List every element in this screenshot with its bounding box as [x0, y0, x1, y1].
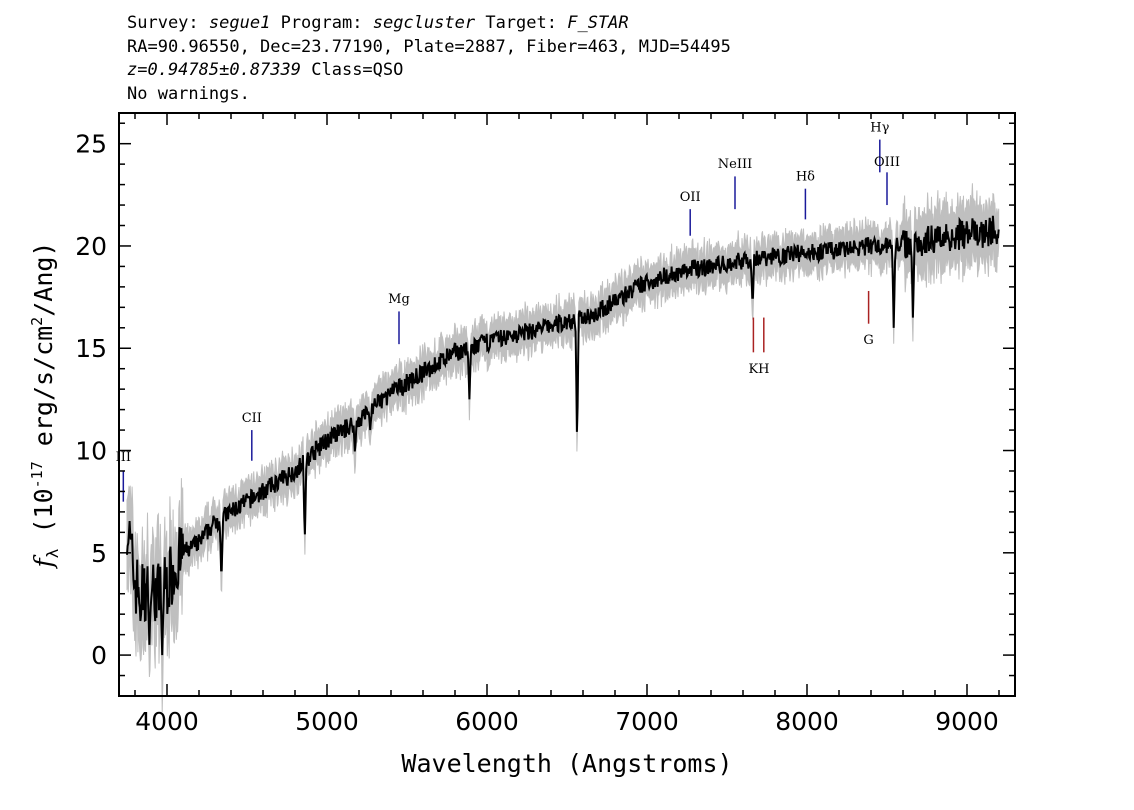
target-label: Target:: [485, 13, 557, 33]
flux-line: [126, 215, 1000, 656]
y-tick-label: 25: [75, 130, 107, 159]
y-tick-label: 15: [75, 334, 107, 363]
class-value: Class=QSO: [311, 60, 404, 80]
header-line-3: z=0.94785±0.87339 Class=QSO: [127, 59, 731, 83]
x-tick-label: 4000: [135, 707, 199, 736]
x-tick-label: 9000: [935, 707, 999, 736]
program-label: Program:: [280, 13, 363, 33]
y-tick-label: 20: [75, 232, 107, 261]
survey-value: segue1: [208, 13, 271, 33]
line-label: G: [863, 333, 873, 348]
y-tick-label: 0: [91, 641, 107, 670]
error-band: [126, 183, 1000, 713]
error-band-layer: [126, 183, 1000, 713]
line-label: K: [749, 362, 759, 377]
line-label: Hδ: [796, 170, 815, 185]
x-axis-label: Wavelength (Angstroms): [401, 749, 732, 778]
line-label: H: [758, 362, 769, 377]
program-value: segcluster: [372, 13, 476, 33]
spectrum-header: Survey: segue1 Program: segcluster Targe…: [127, 12, 731, 106]
x-tick-label: 5000: [295, 707, 359, 736]
line-label: OII: [680, 190, 701, 205]
flux-layer: [126, 215, 1000, 656]
x-tick-label: 6000: [455, 707, 519, 736]
survey-label: Survey:: [127, 13, 199, 33]
line-label: OIII: [874, 155, 900, 170]
plot-frame: [118, 112, 1016, 697]
line-label: CII: [242, 411, 262, 426]
header-line-4: No warnings.: [127, 83, 250, 104]
header-line-2: RA=90.96550, Dec=23.77190, Plate=2887, F…: [127, 36, 731, 57]
y-tick-label: 10: [75, 437, 107, 466]
line-label: Mg: [388, 292, 410, 307]
line-label: Hγ: [870, 120, 889, 135]
line-marker-layer: III CII Mg OII NeIII Hδ Hγ OIII K H G: [116, 120, 900, 502]
x-tick-label: 7000: [615, 707, 679, 736]
axis-ticks: 4000 5000 6000 7000 8000 9000 0 5 10 15 20 25: [75, 113, 1015, 736]
line-label: NeIII: [718, 157, 752, 172]
redshift-value: z=0.94785±0.87339: [127, 60, 301, 80]
target-value: F_STAR: [567, 13, 629, 33]
line-label: III: [116, 450, 131, 465]
x-tick-label: 8000: [775, 707, 839, 736]
y-axis-label: fλ (10-17 erg/s/cm2/Ang): [28, 242, 62, 570]
y-tick-label: 5: [91, 539, 107, 568]
header-line-1: Survey: segue1 Program: segcluster Targe…: [127, 12, 731, 36]
